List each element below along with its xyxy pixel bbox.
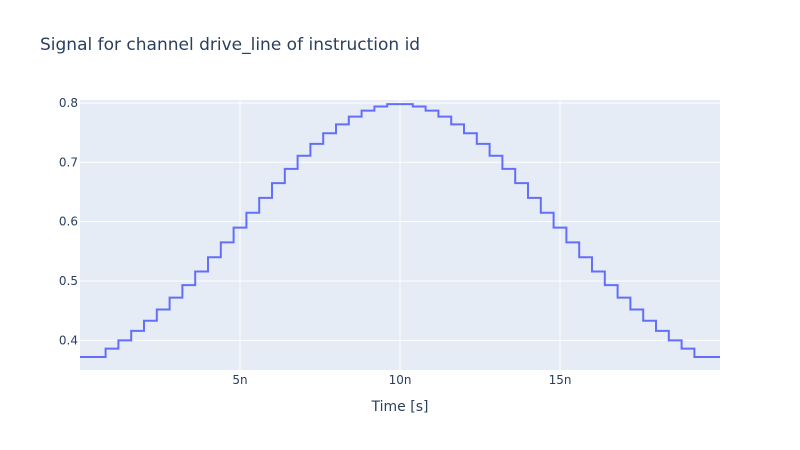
- series-line: [80, 103, 720, 358]
- y-tick-label: 0.5: [59, 274, 78, 288]
- grid: [80, 100, 720, 370]
- x-tick-label: 15n: [549, 373, 572, 387]
- y-tick-label: 0.4: [59, 333, 78, 347]
- chart-title: Signal for channel drive_line of instruc…: [40, 35, 420, 55]
- x-axis-title: Time [s]: [371, 399, 429, 415]
- y-tick-labels: 0.4 0.5 0.6 0.7 0.8: [59, 96, 78, 347]
- y-tick-label: 0.8: [59, 96, 78, 110]
- x-tick-label: 5n: [232, 373, 247, 387]
- y-tick-label: 0.7: [59, 155, 78, 169]
- series-group: [80, 103, 720, 358]
- x-tick-labels: 5n 10n 15n: [232, 373, 571, 387]
- y-tick-label: 0.6: [59, 215, 78, 229]
- x-tick-label: 10n: [389, 373, 412, 387]
